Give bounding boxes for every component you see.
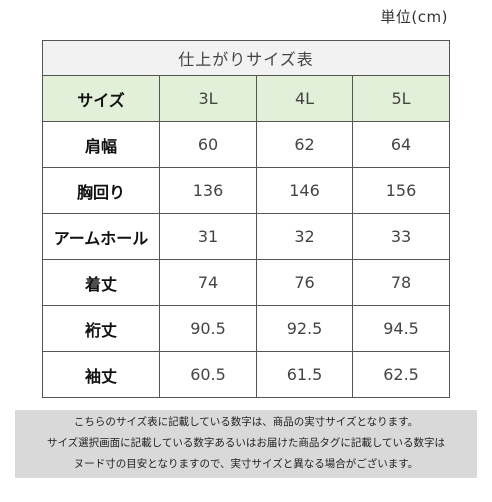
row-label: 胸回り xyxy=(42,167,160,214)
cell-value: 76 xyxy=(256,259,353,306)
cell-value: 32 xyxy=(256,213,353,260)
cell-value: 78 xyxy=(351,259,451,306)
table-row-yuki: 裄丈 90.5 92.5 94.5 xyxy=(42,305,451,352)
cell-value: 156 xyxy=(351,167,451,214)
cell-value: 60.5 xyxy=(159,351,257,398)
note-line: ヌード寸の目安となりますので、実寸サイズと異なる場合がございます。 xyxy=(73,458,419,470)
note-line: こちらのサイズ表に記載している数字は、商品の実寸サイズとなります。 xyxy=(73,416,419,428)
cell-value: 146 xyxy=(256,167,353,214)
cell-value: 62.5 xyxy=(351,351,451,398)
cell-value: 33 xyxy=(351,213,451,260)
note-line: サイズ選択画面に記載している数字あるいはお届けた商品タグに記載している数字は xyxy=(46,437,446,449)
table-row-sleeve: 袖丈 60.5 61.5 62.5 xyxy=(42,351,451,398)
cell-value: 92.5 xyxy=(256,305,353,352)
cell-value: 64 xyxy=(351,121,451,168)
header-size-4l: 4L xyxy=(256,75,353,122)
header-size-5l: 5L xyxy=(351,75,451,122)
table-row-shoulder: 肩幅 60 62 64 xyxy=(42,121,451,168)
table-header-row: サイズ 3L 4L 5L xyxy=(42,75,451,122)
header-size-3l: 3L xyxy=(159,75,257,122)
unit-label: 単位(cm) xyxy=(380,8,448,26)
row-label: 肩幅 xyxy=(42,121,160,168)
header-size-label: サイズ xyxy=(42,75,160,122)
cell-value: 60 xyxy=(159,121,257,168)
size-chart-table: 仕上がりサイズ表 サイズ 3L 4L 5L 肩幅 60 62 64 胸回り 13… xyxy=(41,40,451,398)
cell-value: 62 xyxy=(256,121,353,168)
cell-value: 61.5 xyxy=(256,351,353,398)
cell-value: 94.5 xyxy=(351,305,451,352)
table-row-length: 着丈 74 76 78 xyxy=(42,259,451,306)
cell-value: 74 xyxy=(159,259,257,306)
row-label: アームホール xyxy=(42,213,160,260)
table-row-armhole: アームホール 31 32 33 xyxy=(42,213,451,260)
table-title: 仕上がりサイズ表 xyxy=(41,40,451,76)
disclaimer-note: こちらのサイズ表に記載している数字は、商品の実寸サイズとなります。 サイズ選択画… xyxy=(15,410,477,478)
table-title-row: 仕上がりサイズ表 xyxy=(41,40,451,76)
cell-value: 136 xyxy=(159,167,257,214)
row-label: 裄丈 xyxy=(42,305,160,352)
row-label: 着丈 xyxy=(42,259,160,306)
table-row-chest: 胸回り 136 146 156 xyxy=(42,167,451,214)
cell-value: 31 xyxy=(159,213,257,260)
cell-value: 90.5 xyxy=(159,305,257,352)
row-label: 袖丈 xyxy=(42,351,160,398)
